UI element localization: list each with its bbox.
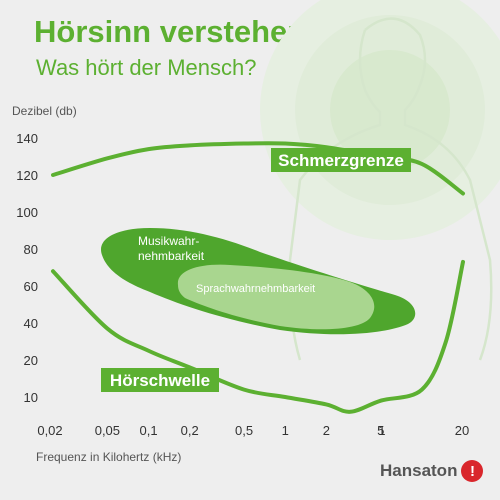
y-axis-label: Dezibel (db) (12, 104, 77, 118)
series-hoerschwelle-legend: Hörschwelle (101, 368, 219, 392)
y-tick-label: 20 (24, 353, 38, 368)
x-tick-label: 1 (378, 423, 385, 438)
x-tick-label: 0,1 (139, 423, 157, 438)
x-tick-label: 0,5 (235, 423, 253, 438)
region-music-label-line1: Musikwahr- (138, 234, 199, 248)
series-schmerzgrenze-legend: Schmerzgrenze (271, 148, 411, 172)
x-tick-label: 5 (377, 423, 384, 438)
x-tick-label: 2 (323, 423, 330, 438)
region-speech: Sprachwahrnehmbarkeit (177, 264, 375, 330)
y-tick-label: 60 (24, 279, 38, 294)
y-tick-label: 80 (24, 242, 38, 257)
title: Hörsinn verstehen (34, 14, 307, 49)
y-axis-ticks: 10 20 40 60 80 100 120 140 (16, 131, 38, 405)
x-tick-label: 0,02 (37, 423, 62, 438)
x-tick-label: 0,2 (181, 423, 199, 438)
series-schmerzgrenze-label: Schmerzgrenze (278, 151, 404, 170)
subtitle: Was hört der Mensch? (36, 55, 257, 80)
x-tick-label: 0,05 (95, 423, 120, 438)
x-tick-label: 1 (282, 423, 289, 438)
series-schmerzgrenze-label-box (271, 148, 411, 172)
y-tick-label: 100 (16, 205, 38, 220)
region-speech-area (177, 264, 375, 330)
x-axis-label: Frequenz in Kilohertz (kHz) (36, 450, 182, 464)
brand-logo: Hansaton ! (380, 460, 484, 482)
y-tick-label: 40 (24, 316, 38, 331)
region-speech-label: Sprachwahrnehmbarkeit (196, 283, 315, 295)
series-hoerschwelle-line (51, 259, 465, 414)
background-figure (260, 0, 500, 361)
series-hoerschwelle-label-box (101, 368, 219, 392)
y-tick-label: 140 (16, 131, 38, 146)
x-axis-ticks: 0,02 0,05 0,1 0,2 0,5 1 2 51 20 (37, 423, 469, 438)
x-tick-label: 20 (455, 423, 469, 438)
series-hoerschwelle-label: Hörschwelle (110, 371, 210, 390)
brand-mark-icon: ! (461, 460, 484, 482)
y-tick-label: 120 (16, 168, 38, 183)
y-tick-label: 10 (24, 390, 38, 405)
figure-glow-inner (330, 50, 450, 170)
brand-name: Hansaton (380, 461, 458, 480)
region-music-label-line2: nehmbarkeit (138, 249, 205, 263)
